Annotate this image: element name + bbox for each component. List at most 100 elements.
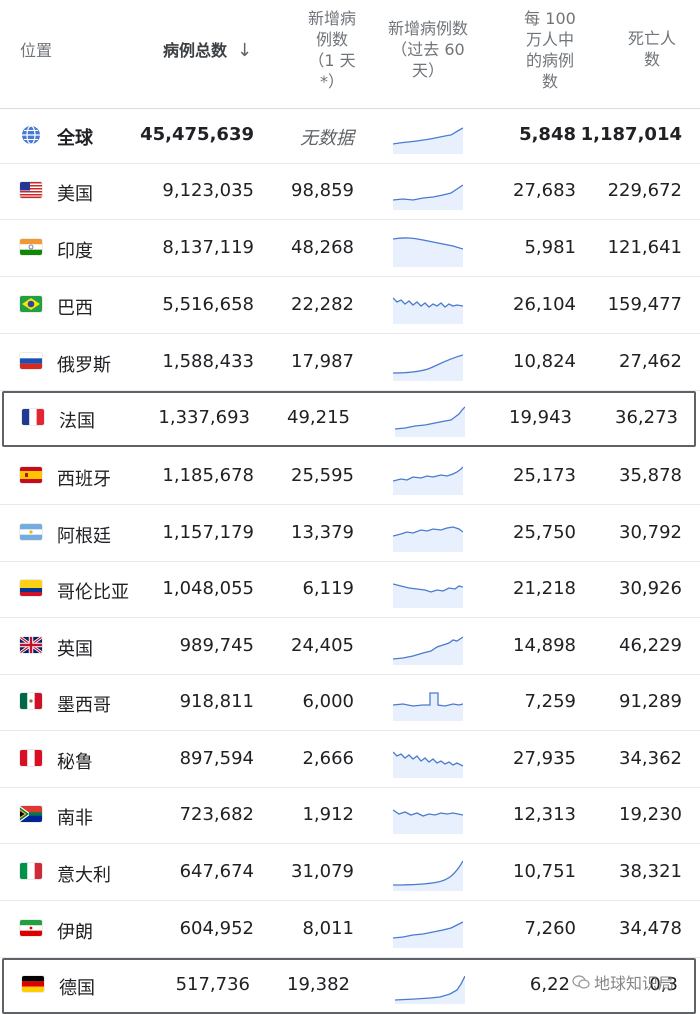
country-name: 印度 (57, 241, 93, 262)
trend-sparkline (393, 751, 463, 778)
france-flag-icon (22, 409, 44, 425)
new-cases: 1,912 (302, 804, 354, 825)
new-cases: 8,011 (302, 918, 354, 939)
table-row-argentina[interactable]: 阿根廷 1,157,179 13,379 25,750 30,792 (0, 506, 700, 562)
trend-sparkline (395, 975, 465, 1004)
table-row-spain[interactable]: 西班牙 1,185,678 25,595 25,173 35,878 (0, 449, 700, 505)
table-row-peru[interactable]: 秘鲁 897,594 2,666 27,935 34,362 (0, 732, 700, 788)
header-deaths[interactable]: 死亡人 数 (627, 29, 676, 69)
argentina-flag-icon (20, 524, 42, 540)
new-cases: 19,382 (287, 974, 350, 995)
new-cases: 6,000 (302, 691, 354, 712)
table-row-mexico[interactable]: 墨西哥 918,811 6,000 7,259 91,289 (0, 675, 700, 731)
total-cases: 8,137,119 (162, 237, 254, 258)
deaths: 35,878 (619, 465, 682, 486)
header-per-million[interactable]: 每 100 万人中 的病例 数 (524, 9, 576, 91)
header-total-cases[interactable]: 病例总数 ↓ (163, 40, 252, 61)
trend-sparkline (393, 636, 463, 665)
country-name: 西班牙 (57, 469, 111, 490)
deaths: 34,362 (619, 748, 682, 769)
deaths: 27,462 (619, 351, 682, 372)
table-row-italy[interactable]: 意大利 647,674 31,079 10,751 38,321 (0, 845, 700, 901)
table-row-russia[interactable]: 俄罗斯 1,588,433 17,987 10,824 27,462 (0, 335, 700, 391)
new-cases: 2,666 (302, 748, 354, 769)
peru-flag-icon (20, 750, 42, 766)
mexico-flag-icon (20, 693, 42, 709)
table-row-france[interactable]: 法国 1,337,693 49,215 19,943 36,273 (2, 391, 696, 447)
uk-flag-icon (20, 637, 42, 653)
table-row-uk[interactable]: 英国 989,745 24,405 14,898 46,229 (0, 619, 700, 675)
header-new-cases[interactable]: 新增病 例数 （1 天 *） (307, 9, 356, 91)
cases-per-million: 26,104 (513, 294, 576, 315)
header-total-cases-label: 病例总数 (163, 41, 228, 60)
total-cases: 604,952 (179, 918, 254, 939)
header-new-cases-trend: 新增病例数 （过去 60 天） (387, 19, 468, 80)
total-cases: 517,736 (175, 974, 250, 995)
country-name: 哥伦比亚 (57, 582, 129, 603)
country-name: 德国 (59, 978, 95, 999)
new-cases: 17,987 (291, 351, 354, 372)
cases-per-million: 7,260 (524, 918, 576, 939)
total-cases: 1,048,055 (162, 578, 254, 599)
country-name: 俄罗斯 (57, 355, 111, 376)
table-row-us[interactable]: 美国 9,123,035 98,859 27,683 229,672 (0, 164, 700, 220)
trend-sparkline (393, 860, 463, 891)
country-name: 巴西 (57, 298, 93, 319)
cases-per-million: 5,981 (524, 237, 576, 258)
table-row-germany[interactable]: 德国 517,736 19,382 6,22 0,3 (2, 958, 696, 1014)
trend-sparkline (393, 583, 463, 608)
us-flag-icon (20, 182, 42, 198)
cases-per-million: 27,935 (513, 748, 576, 769)
country-name: 法国 (59, 411, 95, 432)
deaths: 46,229 (619, 635, 682, 656)
table-row-south-africa[interactable]: 南非 723,682 1,912 12,313 19,230 (0, 788, 700, 844)
table-row-iran[interactable]: 伊朗 604,952 8,011 7,260 34,478 (0, 902, 700, 958)
table-row-global[interactable]: 全球 45,475,639 无数据 5,848 1,187,014 (0, 108, 700, 164)
trend-sparkline (393, 526, 463, 552)
colombia-flag-icon (20, 580, 42, 596)
italy-flag-icon (20, 863, 42, 879)
trend-sparkline (393, 921, 463, 948)
new-cases: 无数据 (300, 128, 354, 149)
new-cases: 98,859 (291, 180, 354, 201)
table-row-colombia[interactable]: 哥伦比亚 1,048,055 6,119 21,218 30,926 (0, 562, 700, 618)
total-cases: 9,123,035 (162, 180, 254, 201)
cases-per-million: 5,848 (519, 124, 576, 145)
table-header: 位置 病例总数 ↓ 新增病 例数 （1 天 *） 新增病例数 （过去 60 天）… (0, 0, 700, 109)
cases-per-million: 10,824 (513, 351, 576, 372)
cases-per-million: 6,22 (529, 974, 570, 995)
country-name: 秘鲁 (57, 752, 93, 773)
deaths: 19,230 (619, 804, 682, 825)
trend-sparkline (393, 127, 463, 154)
total-cases: 1,588,433 (162, 351, 254, 372)
total-cases: 989,745 (179, 635, 254, 656)
new-cases: 13,379 (291, 522, 354, 543)
watermark-text: 地球知识局 (594, 974, 675, 993)
total-cases: 1,337,693 (158, 407, 250, 428)
cases-per-million: 10,751 (513, 861, 576, 882)
cases-per-million: 27,683 (513, 180, 576, 201)
total-cases: 1,157,179 (162, 522, 254, 543)
total-cases: 897,594 (179, 748, 254, 769)
spain-flag-icon (20, 467, 42, 483)
table-row-india[interactable]: 印度 8,137,119 48,268 5,981 121,641 (0, 221, 700, 277)
new-cases: 48,268 (291, 237, 354, 258)
germany-flag-icon (22, 976, 44, 992)
cases-per-million: 25,173 (513, 465, 576, 486)
total-cases: 647,674 (179, 861, 254, 882)
deaths: 30,792 (619, 522, 682, 543)
wechat-icon (572, 975, 590, 989)
total-cases: 723,682 (179, 804, 254, 825)
country-name: 全球 (57, 128, 93, 149)
table-row-brazil[interactable]: 巴西 5,516,658 22,282 26,104 159,477 (0, 278, 700, 334)
deaths: 91,289 (619, 691, 682, 712)
trend-sparkline (393, 809, 463, 834)
total-cases: 918,811 (179, 691, 254, 712)
new-cases: 25,595 (291, 465, 354, 486)
header-location[interactable]: 位置 (20, 41, 53, 60)
globe-icon (22, 125, 40, 145)
trend-sparkline (393, 466, 463, 495)
new-cases: 31,079 (291, 861, 354, 882)
deaths: 38,321 (619, 861, 682, 882)
deaths: 1,187,014 (580, 124, 682, 145)
